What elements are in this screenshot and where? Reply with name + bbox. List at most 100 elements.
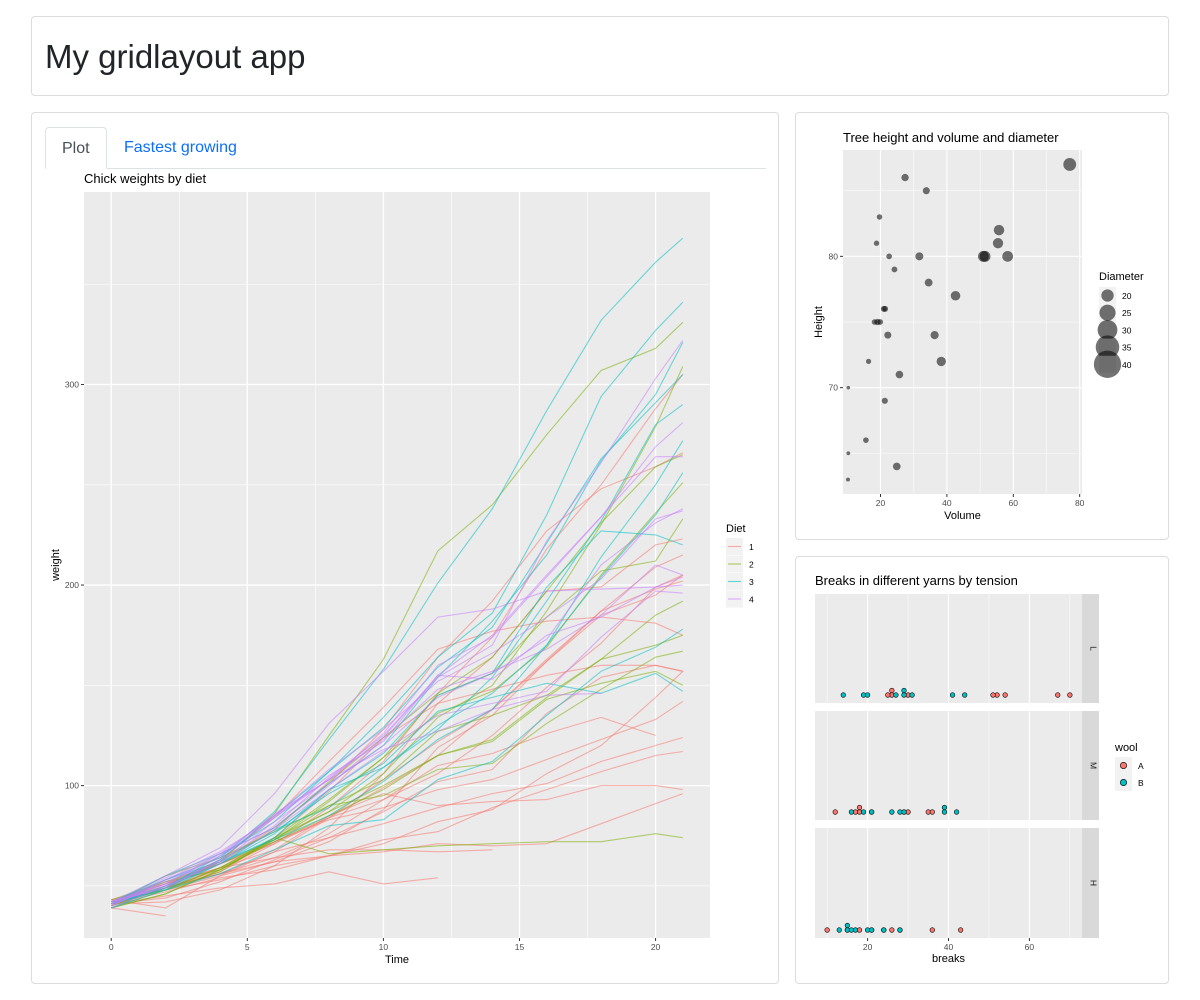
series-line-diet-1 [111, 538, 683, 905]
dot-wool-a [1055, 692, 1061, 698]
header-card: My gridlayout app [31, 16, 1169, 96]
scatter-point [881, 397, 888, 404]
scatter-point [891, 266, 898, 273]
facet-strip [1082, 828, 1099, 938]
scatter-point [1002, 250, 1014, 262]
tab-plot[interactable]: Plot [45, 127, 107, 169]
legend-label: 4 [749, 595, 754, 605]
scatter-point [1063, 158, 1077, 171]
chart-title: Chick weights by diet [84, 171, 206, 186]
dot-wool-b [901, 809, 907, 815]
scatter-point [936, 356, 946, 367]
legend-key-point [1119, 762, 1127, 770]
facet-strip [1082, 711, 1099, 820]
x-tick-label: 60 [1009, 498, 1019, 508]
dot-wool-a [889, 687, 895, 694]
legend-title: wool [1114, 742, 1138, 754]
dot-wool-b [836, 927, 842, 933]
legend-label: 1 [749, 542, 754, 552]
dot-wool-a [1002, 692, 1008, 698]
series-line-diet-4 [111, 590, 683, 905]
scatter-point [992, 238, 1004, 249]
tree-scatter-chart: 20 40 60 80 70 80 Tree height and volume and d… [813, 130, 1144, 522]
series-line-diet-4 [110, 508, 684, 907]
x-tick-label: 15 [515, 942, 525, 952]
dot-wool-a [889, 927, 895, 933]
scatter-point [876, 214, 883, 220]
scatter-point [977, 250, 989, 262]
x-tick-label: 60 [1025, 942, 1035, 952]
series-line-diet-4 [110, 510, 683, 907]
app-title: My gridlayout app [45, 38, 306, 75]
legend-key-point [1099, 304, 1116, 321]
scatter-point [873, 240, 880, 246]
x-tick-label: 20 [863, 942, 873, 952]
scatter-point [892, 462, 901, 471]
yarn-card: L M H 20 40 60 Breaks in different yarns by te… [795, 556, 1169, 984]
series-line-diet-2 [111, 482, 684, 903]
series-line-diet-4 [110, 584, 683, 903]
dot-wool-b [909, 692, 915, 698]
legend-label: 25 [1122, 308, 1132, 318]
legend-label: A [1138, 761, 1144, 771]
plot-panel [84, 192, 710, 938]
dot-wool-b [949, 692, 956, 698]
tab-bar: Plot Fastest growing [45, 127, 766, 169]
dot-wool-b [860, 809, 867, 815]
series-line-diet-1 [111, 871, 438, 905]
y-tick-label: 100 [65, 781, 79, 791]
chart-title: Tree height and volume and diameter [843, 130, 1059, 145]
dot-wool-b [941, 804, 948, 811]
legend-label: 30 [1122, 325, 1132, 335]
scatter-point [884, 331, 892, 339]
chart-title: Breaks in different yarns by tension [815, 573, 1018, 588]
dot-wool-a [856, 804, 863, 811]
dot-wool-b [962, 692, 968, 698]
scatter-point [845, 477, 850, 482]
dot-wool-b [864, 692, 871, 698]
legend-key-point [1101, 289, 1114, 302]
legend-title: Diet [726, 523, 746, 535]
x-tick-label: 20 [876, 498, 886, 508]
scatter-point [993, 224, 1005, 236]
legend-label: B [1138, 778, 1144, 788]
y-tick-label: 80 [829, 251, 839, 261]
dot-wool-b [901, 687, 907, 694]
scatter-point [874, 318, 881, 326]
dot-wool-b [848, 809, 855, 815]
legend-label: 3 [749, 577, 754, 587]
scatter-point [922, 187, 930, 195]
tab-fastest-growing[interactable]: Fastest growing [124, 139, 237, 156]
series-line-diet-2 [111, 670, 684, 903]
legend-label: 2 [749, 560, 754, 570]
chick-weights-chart: 0 5 10 15 20 100 200 300 Chick weights by diet Ti… [50, 171, 754, 966]
dot-wool-a [832, 809, 838, 815]
dot-wool-b [953, 809, 960, 815]
scatter-point [895, 370, 904, 379]
scatter-point [901, 173, 909, 182]
scatter-point [915, 252, 924, 261]
dot-wool-a [824, 927, 830, 933]
y-axis-title: weight [50, 549, 62, 582]
dot-wool-b [901, 692, 907, 698]
dot-wool-b [869, 809, 875, 815]
dot-wool-a [929, 809, 935, 815]
dot-wool-b [889, 809, 895, 815]
dot-wool-a [990, 692, 996, 698]
series-line-diet-4 [110, 456, 683, 905]
series-line-diet-1 [111, 670, 684, 901]
scatter-point [930, 331, 939, 340]
tree-card: 20 40 60 80 70 80 Tree height and volume and d… [795, 112, 1169, 540]
dot-wool-b [840, 692, 846, 698]
dot-wool-b [941, 809, 948, 815]
series-line-diet-4 [111, 422, 684, 903]
main-card: Plot Fastest growing 0 5 10 15 20 100 200 300 Ch… [31, 112, 779, 984]
series-line-diet-3 [111, 628, 684, 905]
legend-key-point [1093, 350, 1122, 378]
legend-key-point [1119, 779, 1127, 787]
x-axis-title: Volume [944, 510, 981, 522]
x-tick-label: 0 [109, 942, 114, 952]
series-line-diet-4 [110, 564, 683, 905]
dot-wool-b [881, 927, 887, 933]
x-axis-title: breaks [932, 953, 966, 965]
